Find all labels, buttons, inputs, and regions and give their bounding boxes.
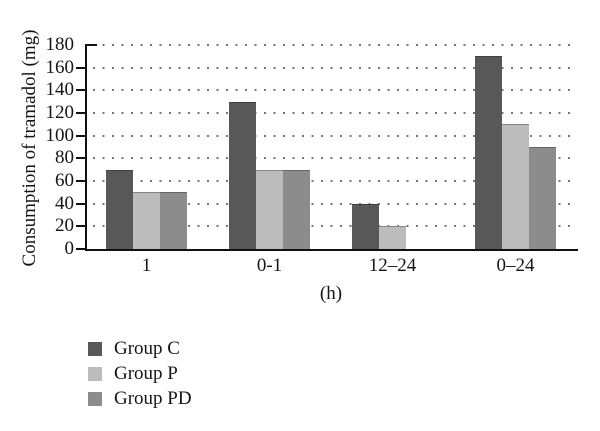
bar (106, 169, 133, 249)
x-category-label: 0–24 (496, 255, 535, 276)
bar (379, 226, 406, 249)
y-tick-label: 140 (45, 79, 75, 101)
legend-row: Group P (88, 363, 192, 384)
legend-swatch (88, 341, 102, 356)
gridline (93, 66, 575, 69)
y-tick (76, 180, 85, 182)
bar (475, 56, 502, 249)
legend-label: Group PD (114, 388, 192, 409)
gridline (93, 157, 575, 160)
bar (160, 192, 187, 249)
y-tick (76, 225, 85, 228)
bar (229, 101, 256, 249)
x-category-label: 12–24 (368, 255, 417, 276)
gridline (93, 180, 575, 182)
bar (133, 192, 160, 249)
y-tick (76, 248, 85, 250)
legend-row: Group PD (88, 388, 192, 409)
y-tick-label: 160 (45, 56, 75, 78)
y-tick-label: 180 (45, 34, 75, 55)
gridline (93, 134, 575, 137)
y-tick-label: 20 (55, 215, 74, 237)
gridline (93, 202, 575, 205)
x-axis-line (85, 249, 578, 251)
legend-swatch (88, 366, 102, 381)
bar (502, 124, 529, 249)
gridline (93, 44, 575, 46)
gridline (93, 225, 575, 228)
x-category-label: 1 (141, 255, 152, 276)
y-tick-label: 80 (55, 147, 74, 169)
y-tick (76, 89, 85, 92)
legend-swatch (88, 391, 102, 406)
x-category-label: 0-1 (256, 255, 283, 276)
legend-row: Group C (88, 338, 192, 359)
y-axis-line (85, 44, 87, 251)
y-tick (76, 112, 85, 114)
y-tick (76, 66, 85, 69)
bar (256, 169, 283, 249)
legend-label: Group C (114, 338, 180, 359)
y-tick (76, 157, 85, 160)
gridline (93, 89, 575, 92)
y-tick (87, 44, 97, 46)
y-tick (76, 202, 85, 205)
y-tick-label: 0 (64, 238, 75, 259)
gridline (93, 112, 575, 114)
bar (352, 203, 379, 249)
legend: Group C Group P Group PD (88, 338, 192, 409)
bar (283, 169, 310, 249)
legend-label: Group P (114, 363, 178, 384)
y-tick-label: 40 (55, 192, 74, 214)
y-tick (76, 134, 85, 137)
y-tick-label: 60 (55, 170, 74, 191)
bar (529, 147, 556, 249)
x-axis-title: (h) (319, 283, 343, 304)
y-tick-label: 100 (45, 124, 75, 146)
y-tick-label: 120 (45, 102, 75, 123)
